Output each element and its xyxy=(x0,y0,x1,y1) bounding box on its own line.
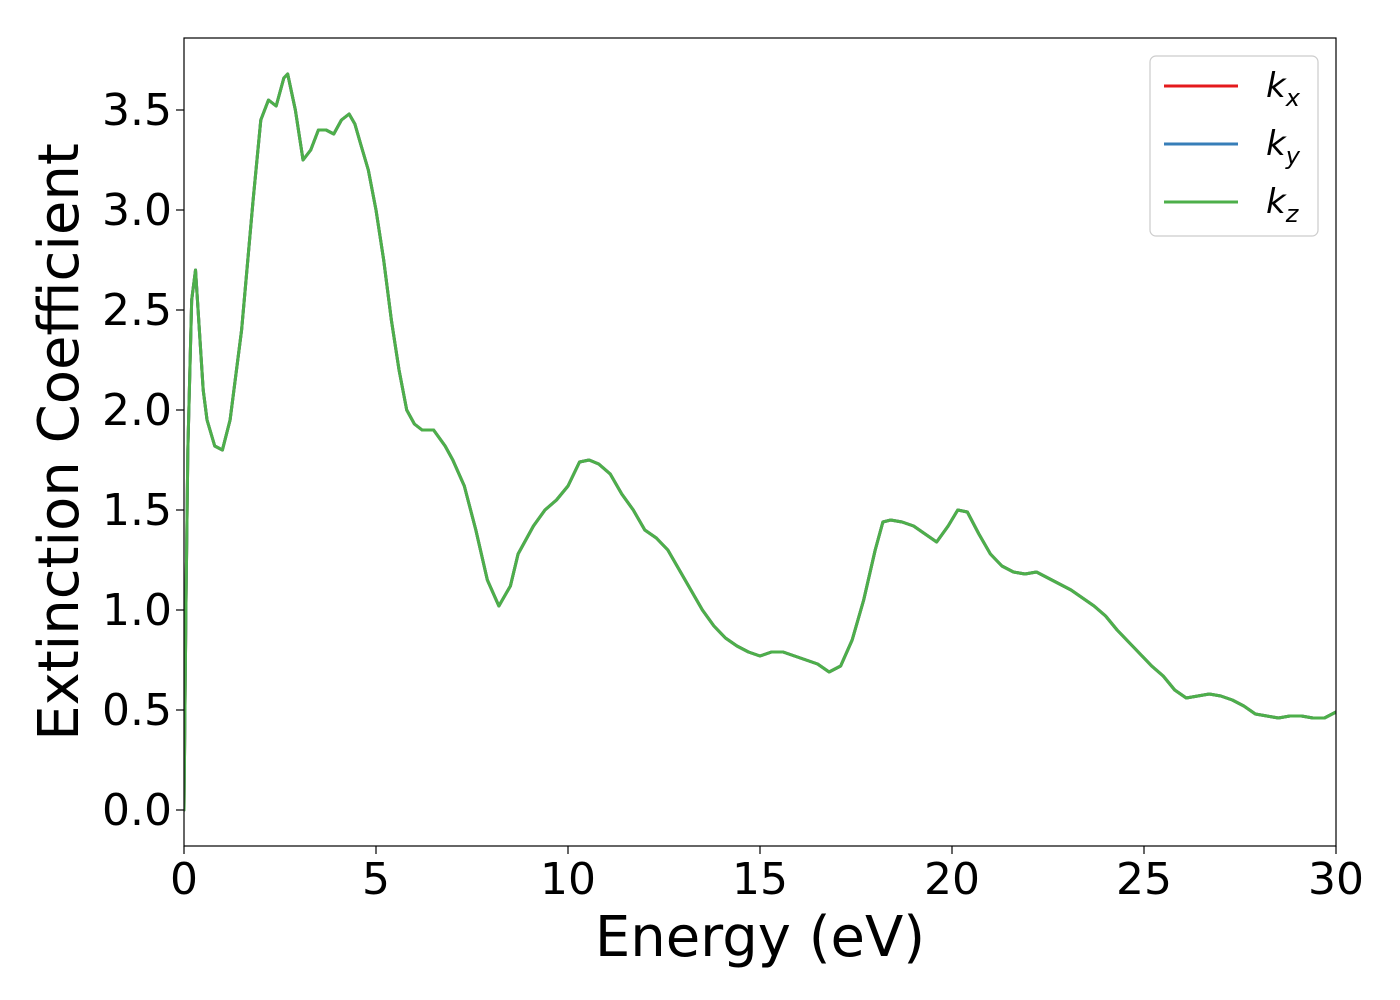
legend-label-y: ky xyxy=(1266,124,1301,170)
series-lines xyxy=(184,72,1336,812)
x-tick-label: 15 xyxy=(732,854,788,905)
y-tick-label: 1.0 xyxy=(102,585,172,636)
legend-label-z: kz xyxy=(1266,182,1300,228)
y-tick-label: 2.5 xyxy=(102,285,172,336)
x-tick-label: 10 xyxy=(540,854,596,905)
x-tick-label: 25 xyxy=(1116,854,1172,905)
x-axis-label: Energy (eV) xyxy=(595,905,925,970)
legend-label-main: k xyxy=(1266,124,1287,164)
legend-box xyxy=(1149,55,1319,237)
legend-label-subscript: x xyxy=(1285,84,1301,112)
series-line-z xyxy=(184,72,1336,812)
y-tick-label: 1.5 xyxy=(102,485,172,536)
x-tick-label: 20 xyxy=(924,854,980,905)
x-tick-label: 0 xyxy=(170,854,198,905)
y-axis-ticks: 0.0 0.5 1.0 1.5 2.0 2.5 3.0 3.5 xyxy=(102,85,184,836)
legend-label-main: k xyxy=(1266,182,1287,222)
legend-label-subscript: z xyxy=(1285,200,1300,228)
x-tick-label: 5 xyxy=(362,854,390,905)
x-axis-ticks: 0 5 10 15 20 25 30 xyxy=(170,846,1364,905)
y-tick-label: 0.0 xyxy=(102,785,172,836)
y-tick-label: 0.5 xyxy=(102,685,172,736)
legend-label-subscript: y xyxy=(1285,142,1301,170)
y-tick-label: 3.0 xyxy=(102,185,172,236)
x-tick-label: 30 xyxy=(1308,854,1364,905)
legend-label-main: k xyxy=(1266,66,1287,106)
y-tick-label: 2.0 xyxy=(102,385,172,436)
y-axis-label: Extinction Coefficient xyxy=(27,143,92,741)
y-tick-label: 3.5 xyxy=(102,85,172,136)
legend-label-x: kx xyxy=(1266,66,1301,112)
